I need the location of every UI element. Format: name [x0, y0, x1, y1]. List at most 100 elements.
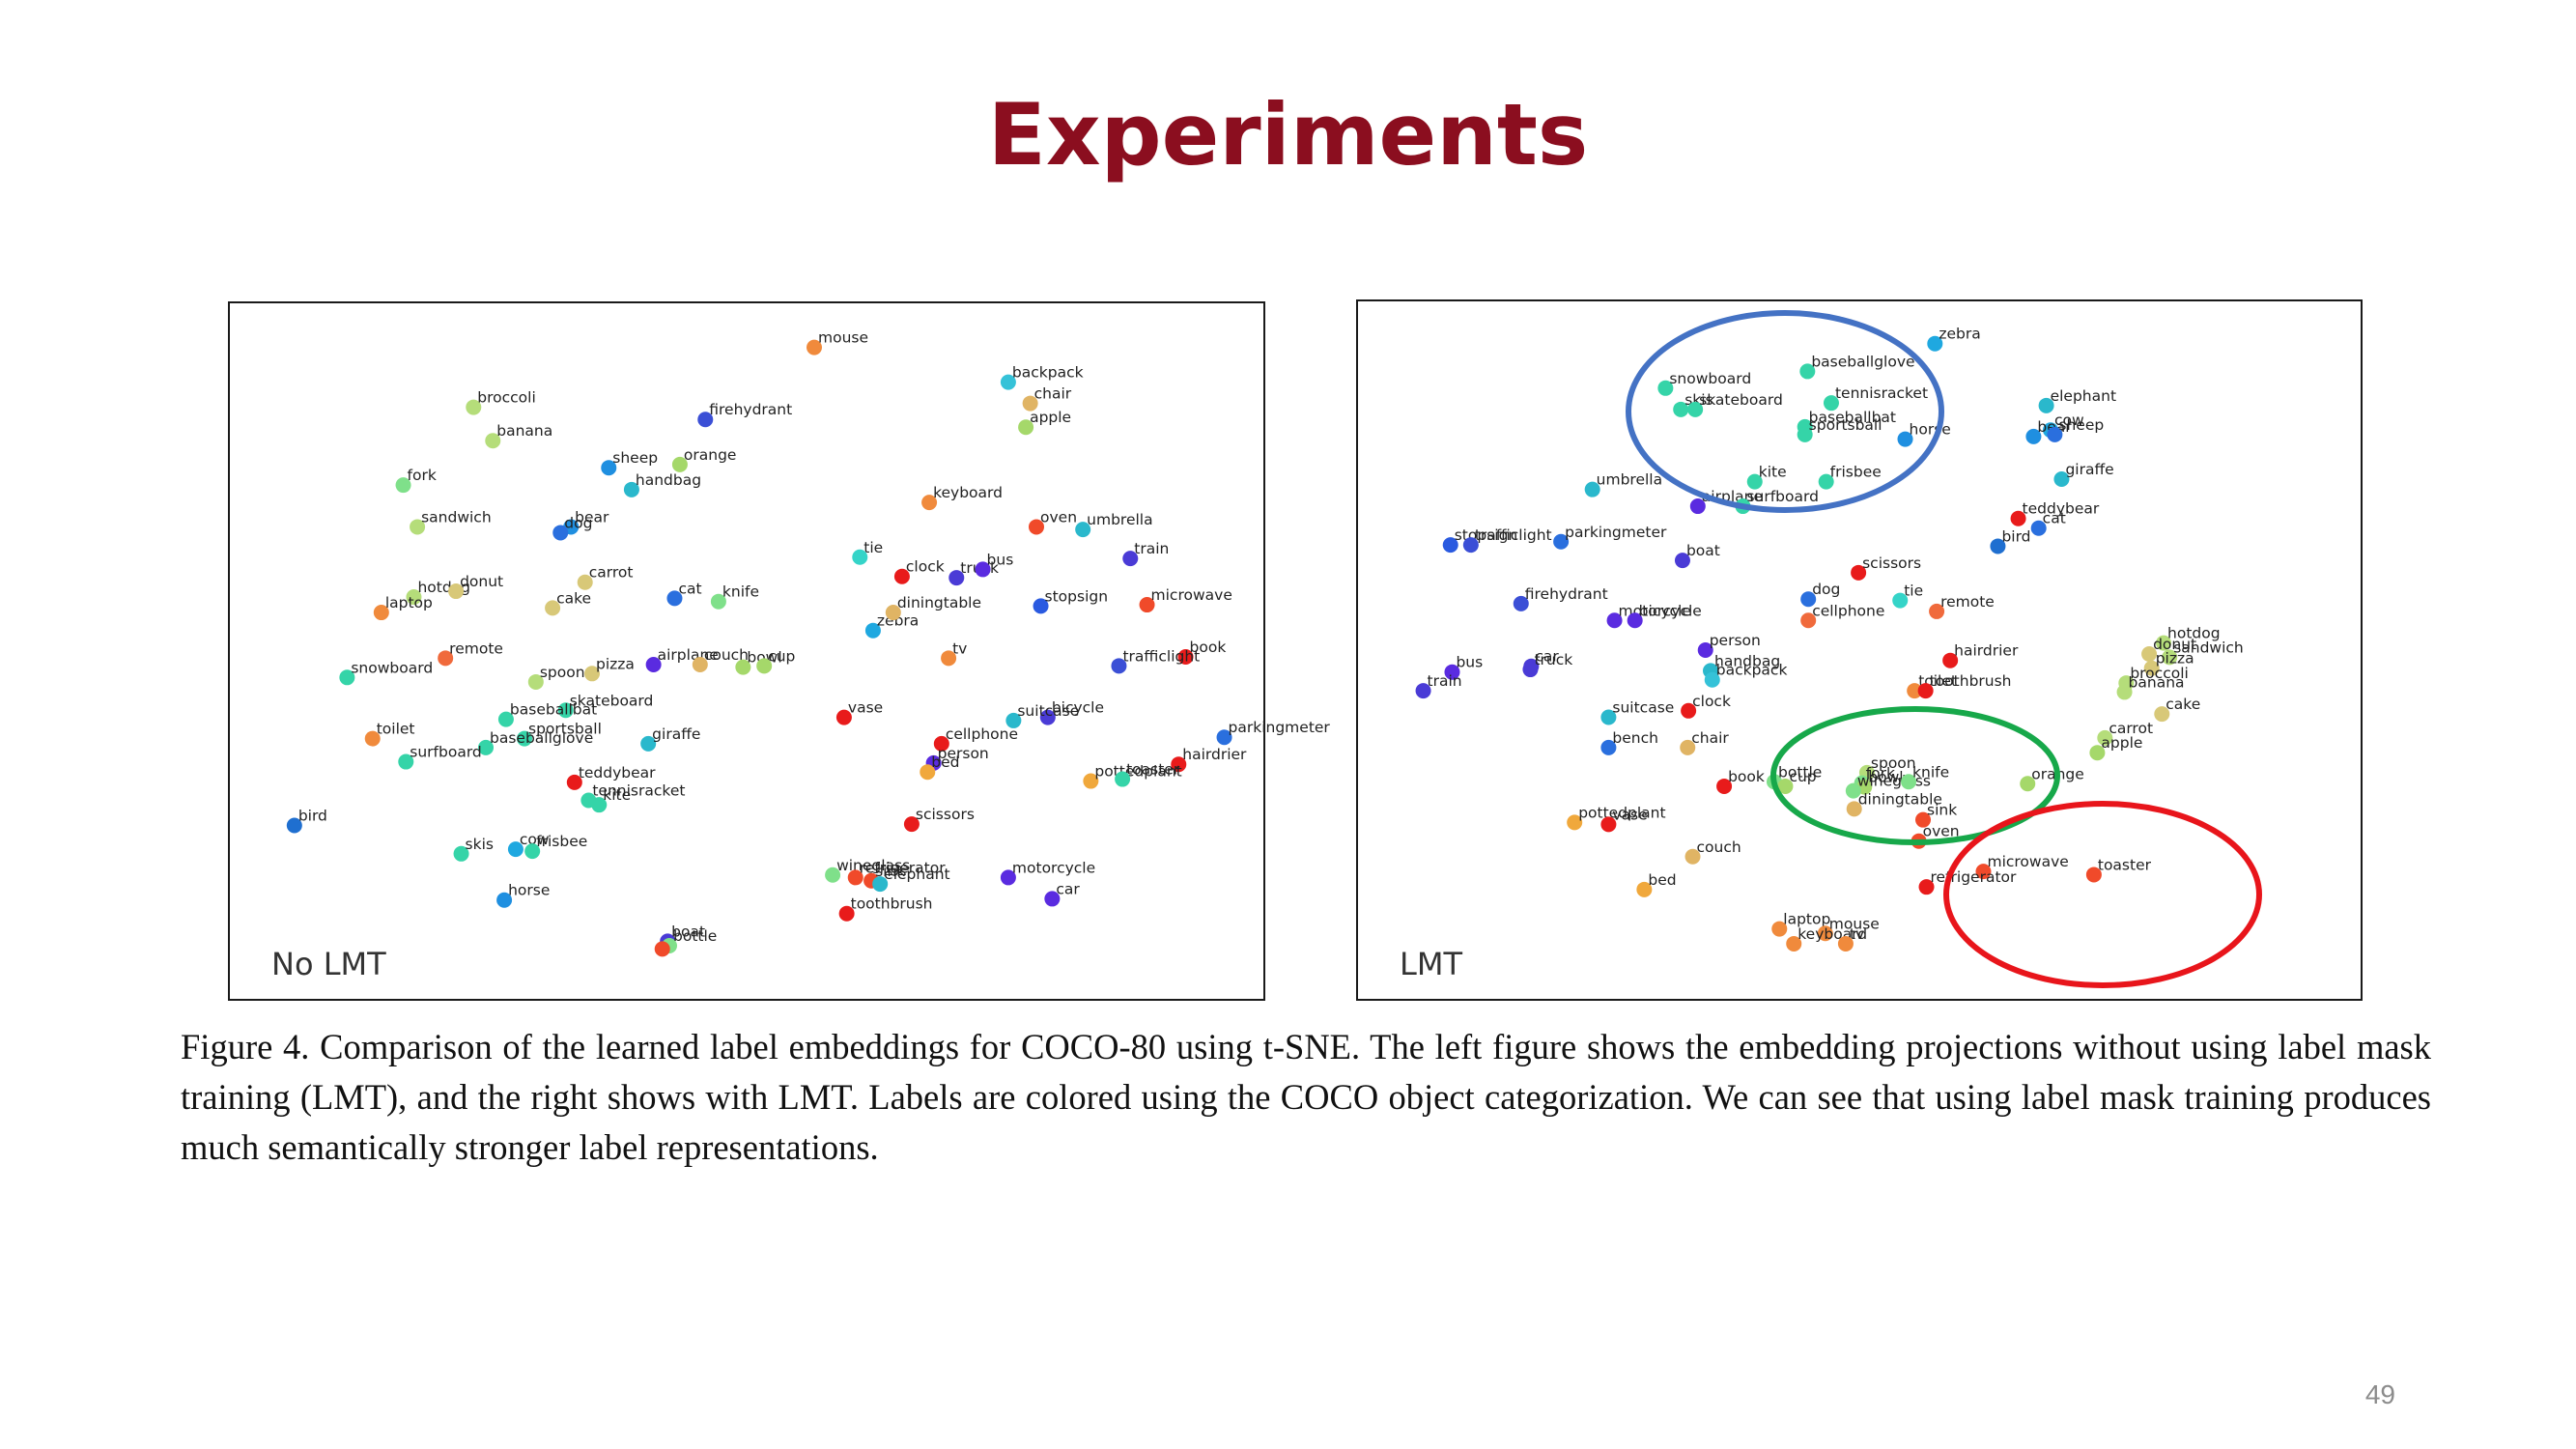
point-toaster: [2085, 867, 2102, 883]
blue-highlight-circle: [1626, 310, 1944, 513]
point-label: teddybear: [579, 764, 656, 781]
point-fork: [395, 477, 411, 494]
point-cat: [2030, 520, 2047, 536]
point-giraffe: [2053, 470, 2070, 487]
point-tv: [1837, 935, 1854, 952]
point-label: tie: [1904, 582, 1923, 600]
point-label: bottle: [1778, 763, 1822, 781]
point-donut: [2141, 646, 2158, 663]
point-label: tv: [952, 639, 967, 657]
point-kite: [1746, 473, 1763, 490]
point-pizza: [2143, 660, 2160, 676]
point-label: cake: [556, 589, 591, 607]
point-label: cellphone: [1812, 602, 1884, 619]
point-sheep: [2047, 426, 2063, 442]
point-label: fork: [408, 467, 437, 484]
point-label: clock: [1692, 693, 1731, 710]
point-label: handbag: [636, 471, 701, 489]
point-umbrella: [1584, 481, 1600, 497]
point-bicycle: [1039, 709, 1056, 725]
point-label: cake: [2166, 696, 2200, 713]
point-label: toaster: [2098, 856, 2152, 873]
tsne-figure: mouse backpack chair apple broccoli firehydra…: [228, 299, 2363, 1001]
point-boat: [1674, 553, 1690, 569]
point-zebra: [1927, 335, 1943, 352]
point-label: umbrella: [1597, 471, 1662, 489]
point-skis: [453, 845, 469, 862]
point-label: trafficlight: [1475, 526, 1552, 544]
point-label: wineglass: [836, 857, 910, 874]
point-label: pizza: [596, 655, 635, 672]
point-label: boat: [671, 923, 705, 940]
point-label: baseballbat: [510, 701, 597, 719]
point-microwave: [1975, 864, 1992, 880]
point-cup: [756, 658, 773, 674]
point-microwave: [1139, 597, 1155, 613]
point-sandwich: [2162, 649, 2178, 666]
point-label: apple: [1030, 409, 1071, 426]
point-dog: [552, 525, 569, 541]
point-bird: [1990, 538, 2006, 554]
point-label: clock: [906, 558, 945, 576]
point-bear: [2025, 428, 2042, 444]
point-carrot: [2097, 729, 2113, 746]
point-label: keyboard: [933, 484, 1003, 501]
plot-frame: [228, 301, 1265, 1001]
point-label: laptop: [385, 594, 433, 611]
point-backpack: [1704, 671, 1720, 688]
point-label: broccoli: [2130, 665, 2189, 682]
point-laptop: [373, 605, 389, 621]
point-label: bottle: [673, 927, 717, 945]
point-laptop: [1771, 921, 1788, 937]
point-label: cellphone: [946, 725, 1018, 743]
point-parkingmeter: [1216, 729, 1232, 746]
point-zebra: [864, 622, 881, 639]
point-label: sportsball: [528, 721, 602, 738]
point-label: oven: [1040, 508, 1077, 526]
point-label: orange: [684, 446, 737, 464]
point-label: donut: [460, 573, 503, 590]
point-label: scissors: [916, 806, 975, 823]
point-label: donut: [2153, 636, 2196, 653]
point-label: suitcase: [1017, 702, 1079, 720]
point-skateboard: [1687, 401, 1704, 417]
point-wineglass: [1845, 782, 1861, 799]
point-label: sink: [875, 863, 905, 880]
point-label: toaster: [1126, 761, 1180, 779]
point-airplane: [1689, 498, 1706, 515]
point-label: mouse: [818, 329, 868, 347]
point-book: [1716, 778, 1733, 794]
point-mouse: [807, 339, 822, 355]
point-hairdrier: [1171, 756, 1187, 773]
point-banana: [485, 433, 501, 449]
point-train: [1122, 551, 1139, 567]
point-label: horse: [1910, 421, 1951, 439]
point-sheep: [601, 460, 617, 476]
point-truck: [1522, 662, 1539, 678]
point-label: skis: [466, 836, 494, 853]
highlight-circles: [1626, 310, 2262, 988]
point-label: suitcase: [1612, 698, 1674, 716]
point-frisbee: [1818, 473, 1834, 490]
point-apple: [2089, 745, 2106, 761]
point-cup: [1777, 778, 1794, 794]
point-bed: [920, 764, 936, 781]
point-parkingmeter: [1553, 533, 1570, 550]
point-label: person: [1710, 632, 1761, 649]
point-label: sheep: [612, 449, 658, 467]
point-label: elephant: [2051, 387, 2116, 405]
point-label: sportsball: [1809, 416, 1882, 434]
point-label: car: [1535, 648, 1559, 666]
point-car: [1044, 891, 1061, 907]
point-handbag: [623, 481, 639, 497]
point-motorcycle: [1000, 869, 1016, 886]
point-label: carrot: [2109, 720, 2153, 737]
point-label: train: [1428, 672, 1462, 690]
point-label: toothbrush: [851, 895, 933, 913]
point-label: boat: [1686, 542, 1720, 559]
point-hotdog: [2156, 635, 2172, 651]
point-label: parkingmeter: [1565, 524, 1667, 541]
point-label: baseballglove: [490, 729, 593, 747]
point-baseballglove: [478, 739, 494, 755]
point-firehydrant: [1513, 595, 1529, 611]
